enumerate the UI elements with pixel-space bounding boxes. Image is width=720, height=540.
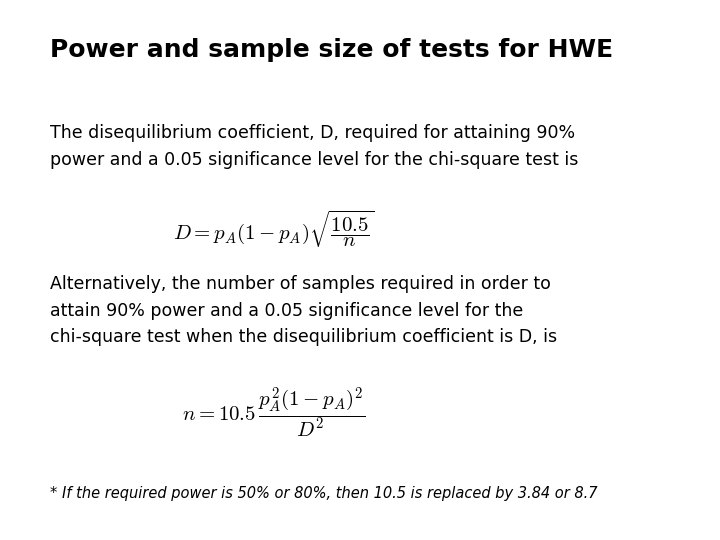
Text: $D = p_A(1-p_A)\sqrt{\dfrac{10.5}{n}}$: $D = p_A(1-p_A)\sqrt{\dfrac{10.5}{n}}$: [173, 209, 374, 250]
Text: Alternatively, the number of samples required in order to
attain 90% power and a: Alternatively, the number of samples req…: [50, 275, 557, 346]
Text: * If the required power is 50% or 80%, then 10.5 is replaced by 3.84 or 8.7: * If the required power is 50% or 80%, t…: [50, 486, 598, 501]
Text: The disequilibrium coefficient, D, required for attaining 90%
power and a 0.05 s: The disequilibrium coefficient, D, requi…: [50, 124, 579, 168]
Text: Power and sample size of tests for HWE: Power and sample size of tests for HWE: [50, 38, 613, 62]
Text: $n = 10.5\,\dfrac{p_A^{\,2}(1-p_A)^2}{D^2}$: $n = 10.5\,\dfrac{p_A^{\,2}(1-p_A)^2}{D^…: [182, 386, 365, 440]
